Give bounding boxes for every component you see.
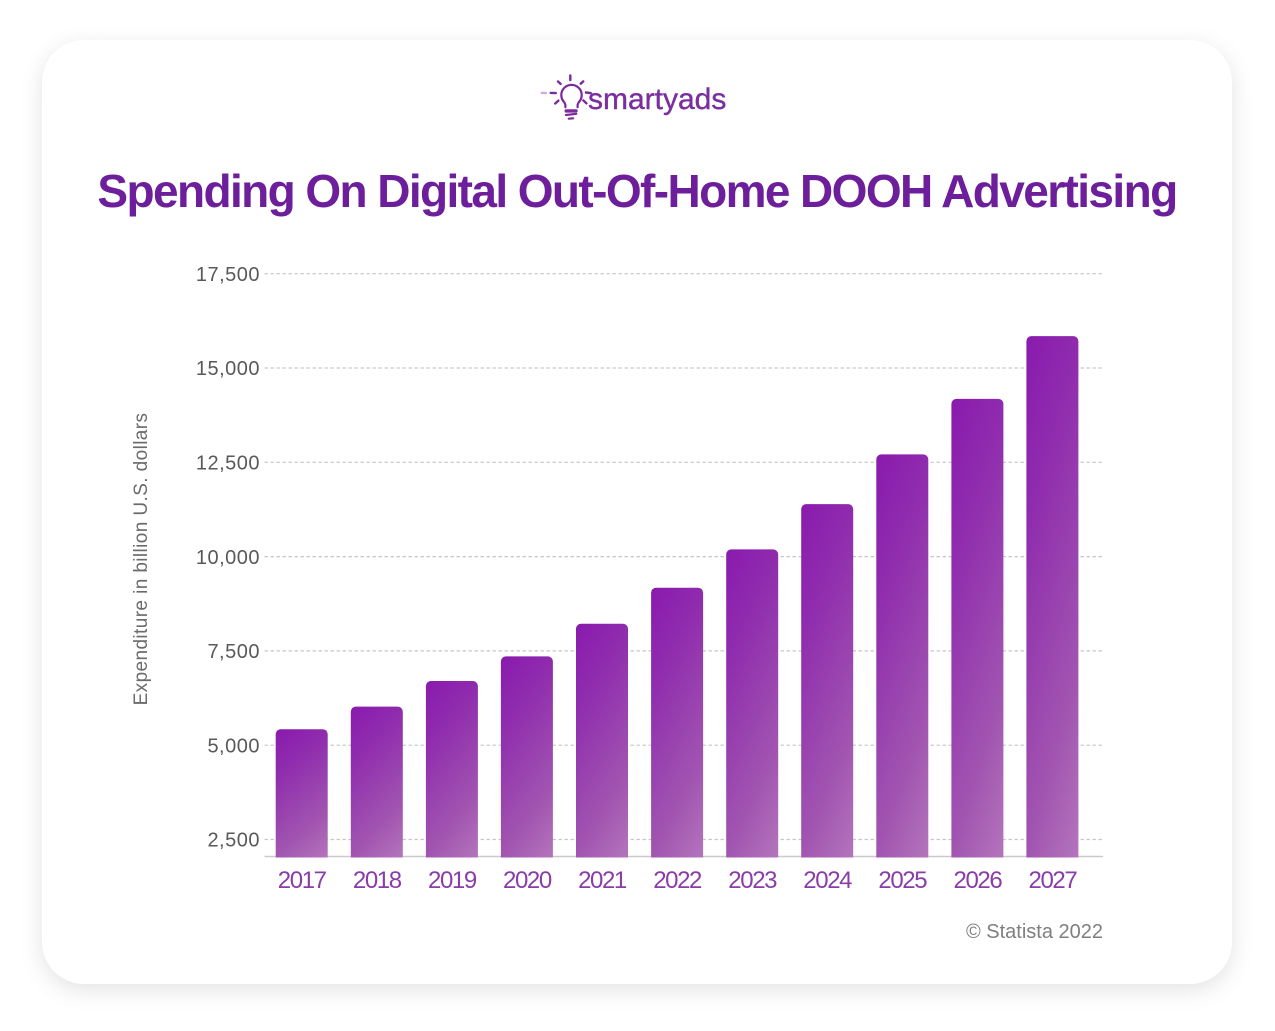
svg-text:2,500: 2,500 (207, 830, 260, 852)
svg-text:2024: 2024 (803, 867, 852, 894)
svg-text:5,000: 5,000 (207, 735, 260, 757)
svg-text:10,000: 10,000 (196, 547, 260, 569)
svg-text:2021: 2021 (578, 867, 627, 894)
svg-text:17,500: 17,500 (196, 264, 260, 286)
svg-text:2018: 2018 (353, 867, 402, 894)
svg-text:2022: 2022 (653, 867, 702, 894)
svg-text:12,500: 12,500 (196, 453, 260, 475)
svg-text:2025: 2025 (878, 867, 927, 894)
svg-text:2023: 2023 (728, 867, 777, 894)
svg-text:15,000: 15,000 (196, 358, 260, 380)
svg-text:7,500: 7,500 (207, 641, 260, 663)
svg-text:2020: 2020 (503, 867, 552, 894)
svg-text:2027: 2027 (1029, 867, 1078, 894)
svg-text:2019: 2019 (428, 867, 477, 894)
svg-text:2017: 2017 (278, 867, 327, 894)
svg-text:2026: 2026 (954, 867, 1003, 894)
